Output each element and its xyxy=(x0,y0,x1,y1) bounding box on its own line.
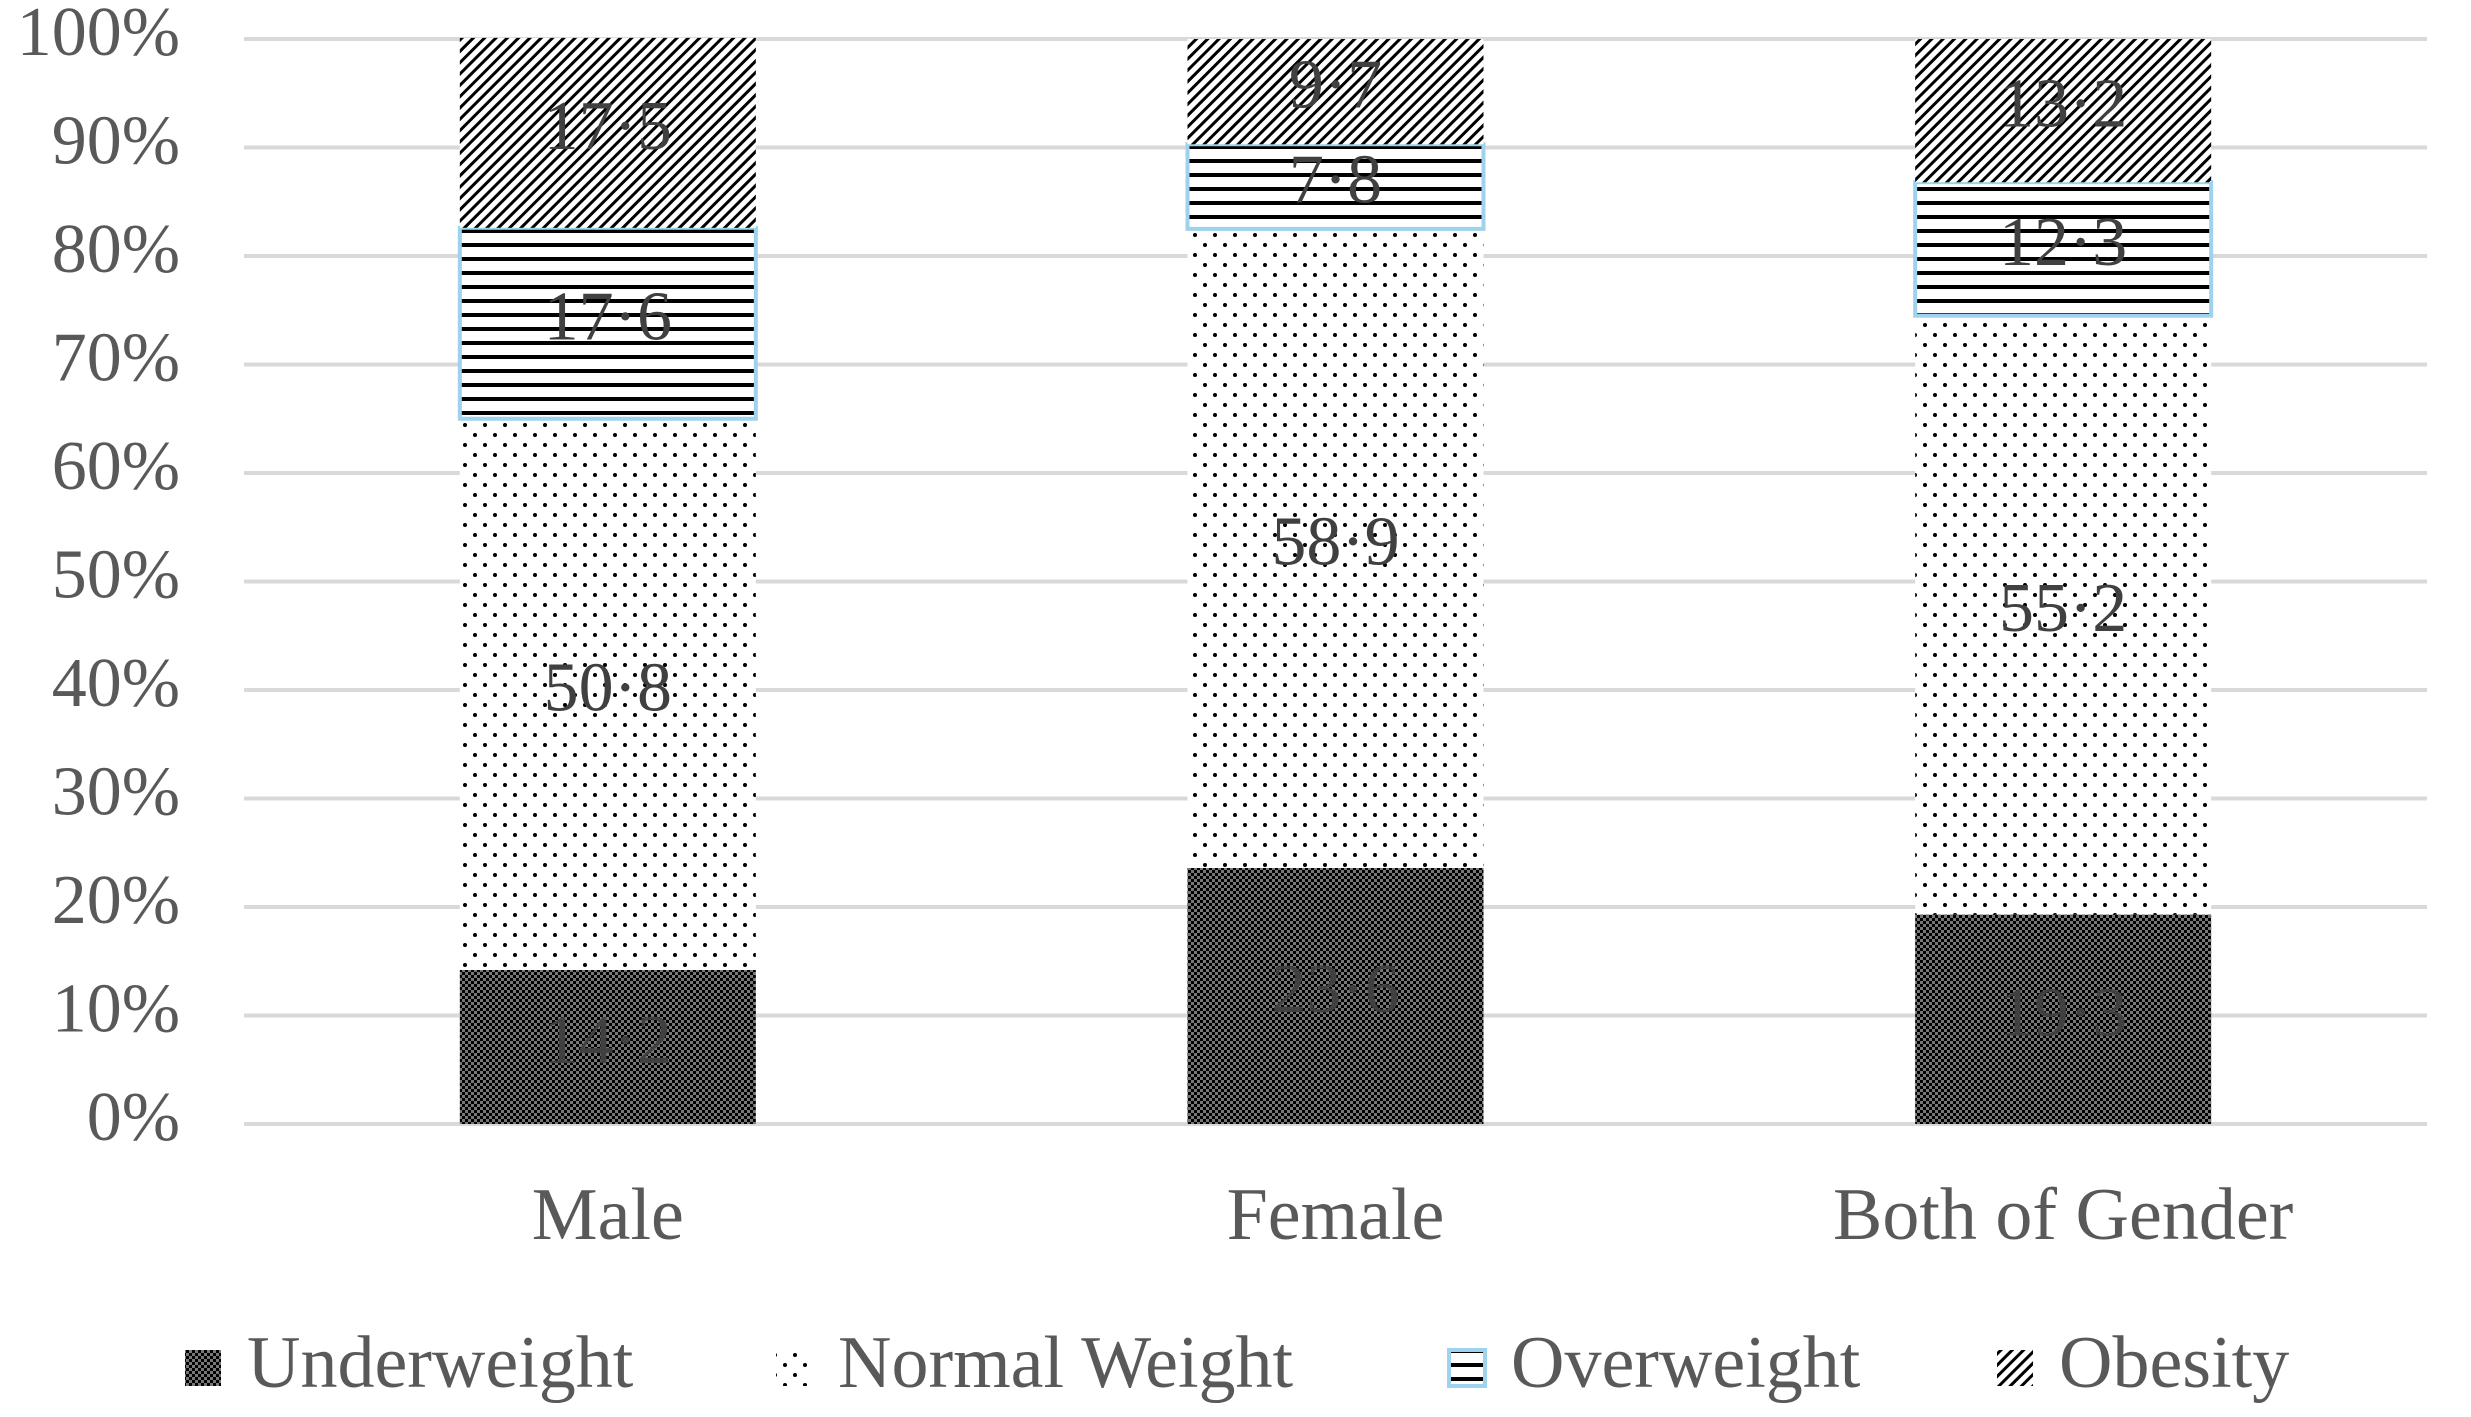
y-tick-label: 90% xyxy=(52,103,180,180)
bar-segment xyxy=(1913,180,2214,318)
legend-swatch xyxy=(1447,1348,1487,1388)
legend-label: Overweight xyxy=(1511,1322,1861,1404)
data-label: 14·2 xyxy=(544,1002,672,1079)
bar-segment xyxy=(1185,142,1486,231)
legend-swatch xyxy=(185,1350,221,1386)
bar-segment xyxy=(459,37,756,228)
y-tick-label: 50% xyxy=(52,537,180,614)
bar-segment xyxy=(1915,39,2212,183)
data-label: 58·9 xyxy=(1271,503,1399,580)
legend-label: Underweight xyxy=(247,1322,634,1404)
data-label: 50·8 xyxy=(544,649,672,726)
data-label: 12·3 xyxy=(1999,204,2127,281)
y-tick-label: 70% xyxy=(52,320,180,397)
data-label: 9·7 xyxy=(1289,47,1382,124)
y-tick-label: 30% xyxy=(52,754,180,831)
legend-label: Obesity xyxy=(2059,1322,2289,1404)
legend-swatch xyxy=(1997,1350,2033,1386)
bar-segment xyxy=(459,969,756,1124)
legend-swatch xyxy=(776,1350,812,1386)
y-tick-label: 40% xyxy=(52,645,180,722)
data-label: 23·6 xyxy=(1271,951,1399,1028)
data-label: 17·6 xyxy=(544,278,672,355)
y-tick-label: 20% xyxy=(52,862,180,939)
bar-segment xyxy=(1915,914,2212,1124)
data-label: 19·3 xyxy=(1999,974,2127,1051)
bar-segment xyxy=(459,418,756,970)
x-tick-label: Female xyxy=(1227,1174,1445,1256)
y-tick-label: 80% xyxy=(52,211,180,288)
x-tick-label: Male xyxy=(532,1174,684,1256)
bar-segment xyxy=(1915,315,2212,915)
y-tick-label: 10% xyxy=(52,971,180,1048)
x-tick-label: Both of Gender xyxy=(1833,1174,2293,1256)
y-tick-label: 100% xyxy=(17,0,180,71)
y-tick-label: 0% xyxy=(87,1079,180,1156)
bar-segment xyxy=(1187,228,1484,868)
data-label: 55·2 xyxy=(1999,570,2127,647)
data-label: 17·5 xyxy=(544,88,672,165)
data-label: 13·2 xyxy=(1999,66,2127,143)
bar-segment xyxy=(457,225,758,421)
legend-label: Normal Weight xyxy=(838,1322,1294,1404)
bar-segment xyxy=(1187,867,1484,1124)
y-tick-label: 60% xyxy=(52,428,180,505)
data-label: 7·8 xyxy=(1289,142,1382,219)
bar-segment xyxy=(1187,39,1484,145)
